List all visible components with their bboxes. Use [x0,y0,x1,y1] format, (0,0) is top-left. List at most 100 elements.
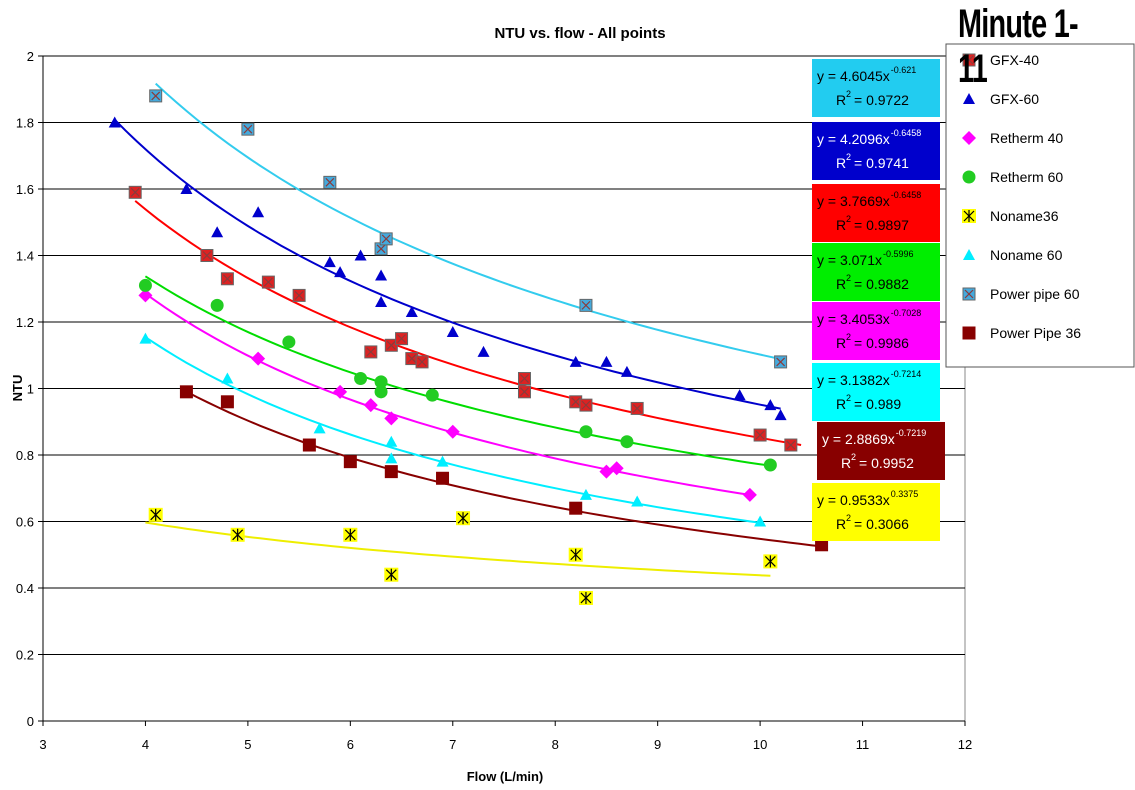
data-point [436,455,449,467]
r-squared-sup: 2 [846,152,851,162]
legend-label: Noname36 [990,208,1059,224]
data-point [405,352,419,366]
data-point [128,185,142,199]
r-squared-value: = 0.3066 [854,516,909,532]
equation-box: y = 3.071x -0.5996 R 2 = 0.9882 [812,243,940,301]
legend-label: Retherm 40 [990,130,1063,146]
r-squared-sup: 2 [846,393,851,403]
data-point [784,438,798,452]
equation-box: y = 3.7669x -0.6458 R 2 = 0.9897 [812,184,940,242]
y-tick-label: 1 [27,382,34,397]
r-squared-sup: 2 [846,513,851,523]
legend-marker [963,249,975,260]
data-point [148,507,163,522]
x-tick-label: 12 [958,737,972,752]
data-point [405,306,418,318]
equation-exponent: 0.3375 [891,489,919,499]
legend-item: Noname 60 [963,247,1063,263]
legend-box [945,43,1135,368]
r-squared-value: = 0.9882 [854,276,909,292]
legend-item: Retherm 60 [962,169,1063,185]
equation-exponent: -0.5996 [883,249,914,259]
equation-box: y = 4.6045x -0.621 R 2 = 0.9722 [812,59,940,117]
r-squared-value: = 0.9741 [854,155,909,171]
legend-marker [962,131,976,145]
y-tick-label: 0.8 [16,448,34,463]
data-point [374,385,388,399]
data-point [323,175,337,189]
data-point [384,411,399,426]
data-point [609,461,624,476]
legend-item: GFX-60 [963,91,1039,107]
equation-text: y = 3.1382x [817,372,890,388]
data-points [108,89,829,605]
data-point [375,296,388,308]
equation-exponent: -0.7219 [896,428,927,438]
equation-box: y = 0.9533x 0.3375 R 2 = 0.3066 [812,483,940,541]
r-squared-sup: 2 [846,332,851,342]
legend-marker [962,170,976,184]
legend-item: Noname36 [962,208,1059,224]
data-point [374,375,388,389]
r-squared-text: R [836,276,846,292]
trendline-0 [134,200,802,446]
r-squared-text: R [841,455,851,471]
data-point [200,249,214,262]
data-point [631,495,644,507]
data-point [568,547,583,562]
r-squared-text: R [836,155,846,171]
data-point [343,527,358,542]
trendline-4 [145,521,771,577]
data-point [375,269,388,281]
legend-marker [962,53,976,67]
r-squared-sup: 2 [846,273,851,283]
equation-box: y = 4.2096x -0.6458 R 2 = 0.9741 [812,122,940,180]
y-tick-label: 0 [27,714,34,729]
data-point [179,385,193,399]
data-point [517,372,531,386]
axes: 0 0.2 0.4 0.6 0.8 1 1.2 1.4 1.6 1.8 2 3 4 5 6 7 8 9 10 11 12 [16,49,972,752]
data-point [436,471,450,485]
data-point [579,398,593,412]
equation-text: y = 4.6045x [817,68,890,84]
equation-exponent: -0.621 [891,65,917,75]
data-point [138,278,152,292]
data-point [446,325,459,337]
legend-item: Power Pipe 36 [962,325,1081,341]
data-point [569,355,582,367]
data-point [763,554,778,569]
y-tick-label: 1.2 [16,315,34,330]
x-tick-label: 3 [39,737,46,752]
legend-label: Power pipe 60 [990,286,1080,302]
data-point [334,266,347,278]
data-point [600,355,613,367]
x-tick-label: 8 [552,737,559,752]
minute-stamp: Minute 1-11 [958,2,1079,91]
legend-label: GFX-40 [990,52,1039,68]
data-point [630,401,644,415]
r-squared-value: = 0.989 [854,396,901,412]
data-point [569,395,583,409]
data-point [292,288,306,302]
data-point [282,335,296,349]
data-point [385,435,398,447]
data-point [517,385,531,399]
data-point [384,338,398,352]
r-squared-value: = 0.9952 [859,455,914,471]
legend-item: GFX-40 [962,52,1039,68]
trendline-7 [185,390,822,548]
data-point [620,365,633,377]
equation-box: y = 3.4053x -0.7028 R 2 = 0.9986 [812,302,940,360]
data-point [220,395,234,409]
equation-text: y = 3.7669x [817,193,890,209]
data-point [384,567,399,582]
equation-text: y = 4.2096x [817,131,890,147]
trendline-1 [113,118,781,410]
y-tick-label: 1.6 [16,182,34,197]
data-point [251,351,266,366]
legend-label: GFX-60 [990,91,1039,107]
equation-exponent: -0.7028 [891,308,922,318]
gridlines [43,55,965,655]
legend-label: Power Pipe 36 [990,325,1081,341]
r-squared-text: R [836,396,846,412]
